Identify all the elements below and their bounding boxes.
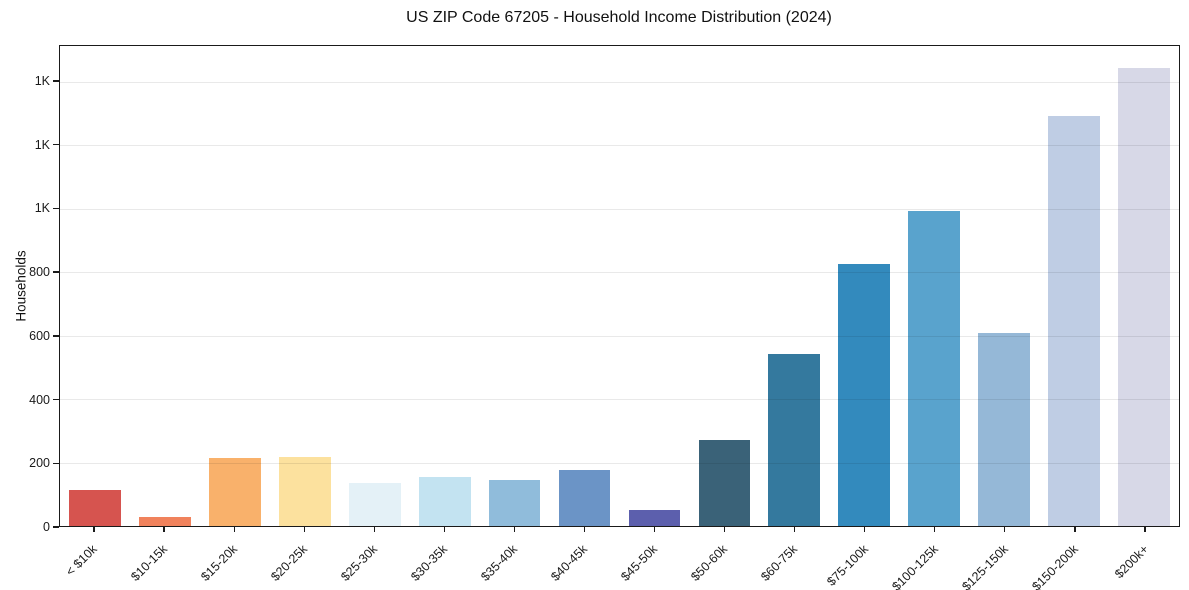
x-tick-mark — [723, 527, 726, 532]
x-tick-mark — [1144, 527, 1146, 532]
x-tick-mark — [513, 527, 516, 532]
bar — [1118, 67, 1170, 526]
y-tick-label: 1K — [34, 137, 50, 152]
y-tick-mark — [53, 398, 59, 401]
bar — [69, 490, 121, 526]
bar — [418, 477, 471, 526]
bar — [838, 263, 891, 526]
bar-slot — [759, 46, 829, 526]
x-tick-label: $45-50k — [618, 542, 661, 584]
y-tick-mark — [53, 80, 59, 82]
bar — [908, 211, 961, 526]
x-tick-mark — [864, 527, 866, 532]
x-tick-mark — [373, 527, 375, 532]
bar — [208, 457, 261, 526]
bar-slot — [60, 46, 130, 526]
y-tick-mark — [53, 526, 59, 528]
y-tick-label: 1K — [34, 201, 50, 216]
x-tick-mark — [93, 527, 95, 532]
x-tick-label: $30-35k — [408, 542, 451, 584]
x-tick-label: $125-150k — [959, 542, 1011, 590]
bar — [139, 516, 191, 526]
x-tick-label: $20-25k — [268, 542, 311, 584]
y-tick-mark — [53, 207, 59, 210]
bar — [278, 457, 331, 526]
gridline — [60, 462, 1179, 464]
gridline — [60, 399, 1179, 401]
x-tick-label: $100-125k — [889, 542, 941, 590]
x-tick-label: $150-200k — [1029, 542, 1081, 590]
bar — [978, 333, 1031, 526]
x-tick-mark — [163, 527, 165, 532]
bar-slot — [689, 46, 759, 526]
x-tick-label: $15-20k — [198, 542, 241, 584]
bar-slot — [1109, 46, 1179, 526]
y-tick-label: 800 — [29, 265, 50, 280]
bar — [348, 482, 401, 526]
x-tick-label: $200k+ — [1111, 542, 1151, 582]
x-tick-label: $50-60k — [688, 542, 731, 584]
x-tick-label: $40-45k — [548, 542, 591, 584]
x-tick-mark — [794, 527, 796, 532]
y-tick-label: 600 — [29, 328, 50, 343]
bar-slot — [130, 46, 200, 526]
bar-slot — [899, 46, 969, 526]
x-tick-label: $35-40k — [478, 542, 521, 584]
gridline — [60, 272, 1179, 274]
bar-slot — [270, 46, 340, 526]
bar — [698, 439, 751, 526]
gridline — [60, 145, 1179, 147]
y-tick-mark — [53, 144, 59, 146]
x-tick-label: < $10k — [63, 542, 100, 579]
bar-slot — [480, 46, 550, 526]
bar — [488, 479, 541, 526]
y-tick-label: 0 — [43, 520, 50, 534]
y-tick-mark — [53, 462, 59, 464]
y-tick-mark — [53, 335, 59, 337]
chart-title: US ZIP Code 67205 - Household Income Dis… — [406, 9, 832, 26]
x-tick-mark — [583, 527, 586, 532]
gridline — [60, 81, 1179, 83]
bar-slot — [550, 46, 620, 526]
bar-slot — [200, 46, 270, 526]
x-tick-label: $60-75k — [758, 542, 801, 584]
x-tick-label: $75-100k — [823, 542, 871, 589]
bar-slot — [410, 46, 480, 526]
plot-area — [59, 45, 1180, 527]
x-tick-mark — [1004, 527, 1006, 532]
x-tick-label: $25-30k — [338, 542, 381, 584]
x-tick-mark — [443, 527, 445, 532]
y-tick-label: 200 — [29, 456, 50, 471]
bar-slot — [829, 46, 899, 526]
x-tick-mark — [1074, 527, 1076, 532]
y-tick-label: 400 — [29, 392, 50, 407]
y-tick-label: 1K — [34, 73, 50, 88]
gridline — [60, 335, 1179, 337]
y-axis-label: Households — [13, 250, 29, 322]
x-tick-label: $10-15k — [128, 542, 170, 584]
bar — [628, 509, 681, 526]
x-tick-mark — [653, 527, 656, 532]
bar-slot — [340, 46, 410, 526]
y-tick-mark — [53, 271, 59, 273]
bar-slot — [969, 46, 1039, 526]
x-tick-mark — [303, 527, 305, 532]
bar — [558, 470, 611, 526]
gridline — [60, 208, 1179, 210]
bar-slot — [620, 46, 690, 526]
x-tick-mark — [233, 527, 235, 532]
bar — [1048, 116, 1100, 526]
bar-slot — [1039, 46, 1109, 526]
bar — [768, 354, 821, 526]
x-tick-mark — [934, 527, 936, 532]
